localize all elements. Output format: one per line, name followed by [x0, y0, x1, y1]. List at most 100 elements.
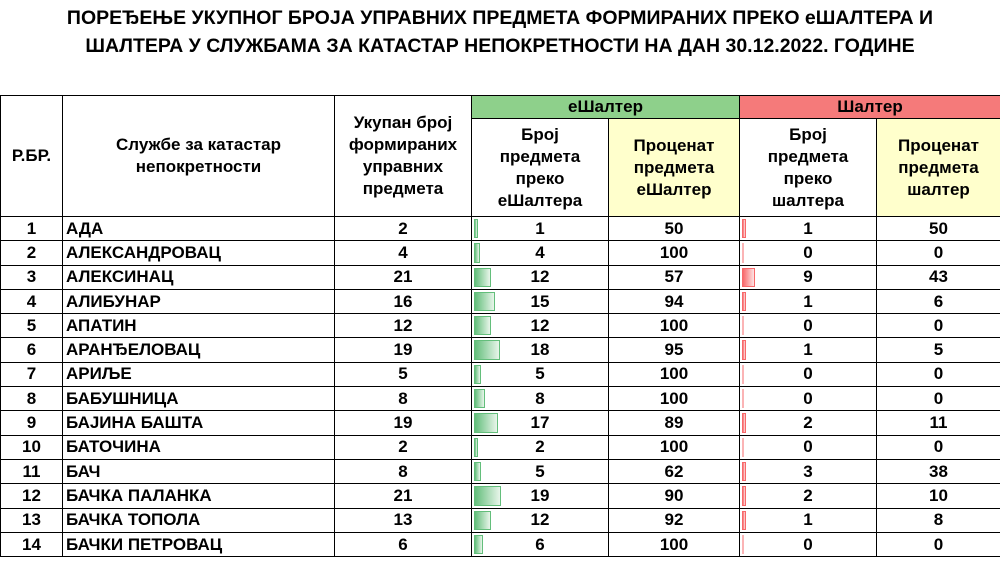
shalter-count-bar: [742, 316, 744, 336]
eshalter-count: 1: [535, 218, 545, 238]
table-row: 13 БАЧКА ТОПОЛА 13 12 92 1 8: [0, 507, 1000, 533]
table-row: 2 АЛЕКСАНДРОВАЦ 4 4 100 0 0: [0, 240, 1000, 266]
office-name-cell: БАБУШНИЦА: [62, 386, 335, 412]
office-name-cell: АРАНЂЕЛОВАЦ: [62, 337, 335, 363]
total-count-cell: 19: [334, 410, 472, 436]
eshalter-count-bar: [474, 267, 492, 287]
total-count-cell: 21: [334, 483, 472, 509]
shalter-count-bar: [742, 340, 746, 360]
office-name-cell: АЛЕКСАНДРОВАЦ: [62, 240, 335, 266]
page-title: ПОРЕЂЕЊЕ УКУПНОГ БРОЈА УПРАВНИХ ПРЕДМЕТА…: [0, 4, 1000, 60]
shalter-percent-cell: 43: [875, 264, 1000, 290]
total-count-cell: 4: [334, 240, 472, 266]
row-number-cell: 13: [0, 507, 63, 533]
eshalter-count: 12: [530, 267, 550, 287]
eshalter-count-cell: 17: [471, 410, 609, 436]
table-row: 7 АРИЉЕ 5 5 100 0 0: [0, 361, 1000, 388]
row-number-cell: 2: [0, 240, 63, 266]
office-name-cell: БАЧКА ПАЛАНКА: [62, 483, 335, 509]
eshalter-percent-cell: 62: [608, 458, 740, 485]
table-row: 12 БАЧКА ПАЛАНКА 21 19 90 2 10: [0, 483, 1000, 509]
eshalter-count-cell: 8: [471, 386, 609, 412]
shalter-count-cell: 1: [739, 288, 877, 315]
shalter-count-bar: [742, 413, 746, 433]
eshalter-count: 5: [535, 364, 545, 384]
total-count-cell: 21: [334, 264, 472, 290]
row-number-cell: 3: [0, 264, 63, 290]
total-count-cell: 12: [334, 313, 472, 339]
shalter-count-cell: 0: [739, 240, 877, 266]
shalter-percent-cell: 8: [875, 507, 1000, 533]
eshalter-percent-cell: 100: [608, 386, 740, 412]
eshalter-count-bar: [474, 413, 499, 433]
eshalter-count-cell: 18: [471, 337, 609, 363]
shalter-count-cell: 1: [739, 507, 877, 533]
eshalter-percent-cell: 100: [608, 240, 740, 266]
eshalter-percent-cell: 90: [608, 483, 740, 509]
header-eshalter-pct: Проценат предмета еШалтер: [608, 118, 740, 217]
shalter-count-cell: 2: [739, 483, 877, 509]
shalter-percent-cell: 0: [875, 313, 1000, 339]
shalter-percent-cell: 0: [875, 531, 1000, 558]
row-number-cell: 7: [0, 361, 63, 388]
header-rb: Р.БР.: [0, 95, 63, 217]
shalter-count: 0: [803, 437, 813, 457]
title-line-1: ПОРЕЂЕЊЕ УКУПНОГ БРОЈА УПРАВНИХ ПРЕДМЕТА…: [66, 7, 934, 29]
total-count-cell: 8: [334, 386, 472, 412]
shalter-count-bar: [742, 389, 744, 409]
eshalter-percent-cell: 89: [608, 410, 740, 436]
header-shalter-pct: Проценат предмета шалтер: [875, 118, 1000, 217]
shalter-count-bar: [742, 437, 744, 457]
shalter-count: 1: [803, 510, 813, 530]
eshalter-count-cell: 2: [471, 434, 609, 460]
eshalter-count-cell: 4: [471, 240, 609, 266]
shalter-count-bar: [742, 461, 747, 482]
shalter-count-bar: [742, 267, 755, 287]
eshalter-count-bar: [474, 534, 483, 555]
eshalter-percent-cell: 94: [608, 288, 740, 315]
eshalter-count-cell: 6: [471, 531, 609, 558]
header-eshalter-count: Број предмета преко еШалтера: [471, 118, 609, 217]
total-count-cell: 13: [334, 507, 472, 533]
table-row: 3 АЛЕКСИНАЦ 21 12 57 9 43: [0, 264, 1000, 290]
eshalter-count: 18: [530, 340, 550, 360]
row-number-cell: 10: [0, 434, 63, 460]
table-row: 1 АДА 2 1 50 1 50: [0, 215, 1000, 242]
shalter-count-cell: 0: [739, 361, 877, 388]
row-number-cell: 12: [0, 483, 63, 509]
shalter-count-cell: 3: [739, 458, 877, 485]
table-row: 14 БАЧКИ ПЕТРОВАЦ 6 6 100 0 0: [0, 531, 1000, 558]
eshalter-count-cell: 15: [471, 288, 609, 315]
shalter-count-cell: 1: [739, 215, 877, 242]
eshalter-count-bar: [474, 316, 492, 336]
office-name-cell: БАЈИНА БАШТА: [62, 410, 335, 436]
shalter-count-cell: 0: [739, 531, 877, 558]
row-number-cell: 6: [0, 337, 63, 363]
shalter-count-bar: [742, 291, 746, 312]
office-name-cell: БАЧКИ ПЕТРОВАЦ: [62, 531, 335, 558]
header-office: Службе за катастар непокретности: [62, 95, 335, 217]
shalter-count: 1: [803, 218, 813, 238]
row-number-cell: 1: [0, 215, 63, 242]
eshalter-count: 15: [530, 291, 550, 311]
table-row: 10 БАТОЧИНА 2 2 100 0 0: [0, 434, 1000, 460]
eshalter-percent-cell: 100: [608, 361, 740, 388]
eshalter-count-bar: [474, 437, 478, 457]
shalter-percent-cell: 6: [875, 288, 1000, 315]
eshalter-count: 6: [535, 534, 545, 554]
shalter-count-cell: 0: [739, 434, 877, 460]
office-name-cell: БАЧКА ТОПОЛА: [62, 507, 335, 533]
shalter-count-bar: [742, 219, 746, 239]
office-name-cell: АПАТИН: [62, 313, 335, 339]
row-number-cell: 9: [0, 410, 63, 436]
shalter-count: 0: [803, 534, 813, 554]
shalter-count: 0: [803, 388, 813, 408]
office-name-cell: БАТОЧИНА: [62, 434, 335, 460]
eshalter-count-bar: [474, 510, 492, 530]
eshalter-count: 19: [530, 485, 550, 505]
shalter-count: 0: [803, 315, 813, 335]
shalter-percent-cell: 0: [875, 434, 1000, 460]
row-number-cell: 8: [0, 386, 63, 412]
shalter-percent-cell: 5: [875, 337, 1000, 363]
shalter-count: 0: [803, 242, 813, 262]
